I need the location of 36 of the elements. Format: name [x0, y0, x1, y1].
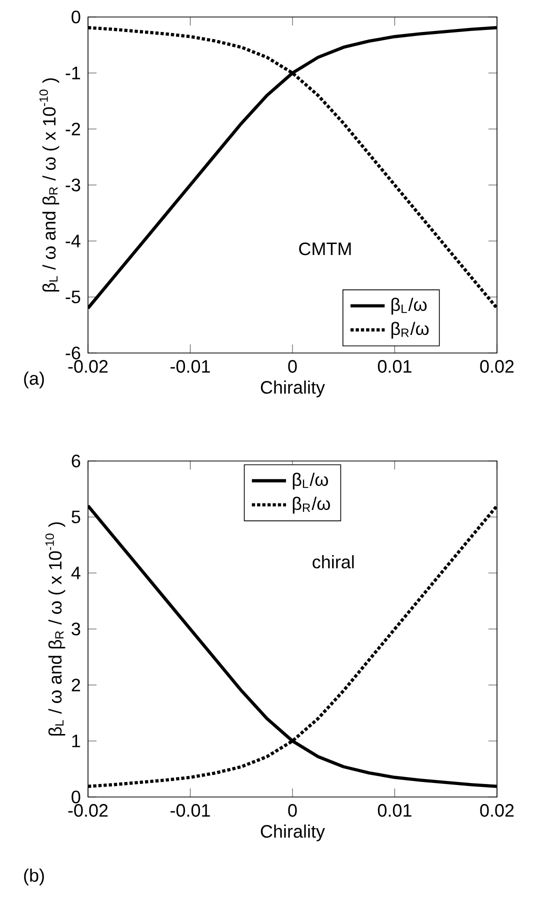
x-tick-label: -0.02: [68, 360, 108, 373]
x-tick-label: -0.02: [68, 804, 108, 817]
x-tick-label: 0.02: [480, 360, 514, 373]
y-tick-label: -5: [66, 290, 80, 304]
x-tick-label: -0.01: [170, 804, 210, 817]
x-tick-label: 0.01: [378, 804, 412, 817]
legend-label: β$_{R}$/ω: [292, 496, 330, 514]
y-tick-label: 1: [72, 734, 80, 748]
text: (b): [24, 868, 44, 886]
y-tick-label: 0: [72, 790, 80, 804]
annotation: chiral: [312, 555, 354, 568]
x-tick-label: 0.02: [480, 804, 514, 817]
y-axis-title: β$_{L}$ / ω and β$_{R}$ / ω ( x 10$^{-10}$ ): [39, 78, 60, 292]
y-tick-label: 0: [72, 10, 80, 24]
x-tick-label: -0.01: [170, 360, 210, 373]
legend-label: β$_{R}$/ω: [392, 322, 429, 339]
y-tick-label: -2: [66, 122, 80, 136]
x-axis-title: Chirality: [260, 380, 325, 398]
y-tick-label: 5: [72, 510, 80, 524]
x-tick-label: 0.01: [378, 360, 412, 373]
x-axis-title: Chirality: [260, 824, 325, 842]
y-tick-label: 4: [71, 566, 80, 580]
legend-label: β$_{L}$/ω: [392, 298, 427, 315]
x-tick-label: 0: [288, 804, 297, 817]
legend-label: β$_{L}$/ω: [292, 472, 328, 490]
y-axis-title: β$_{L}$ / ω and β$_{R}$ / ω ( x 10$^{-10}$ ): [45, 522, 66, 736]
y-tick-label: -1: [66, 66, 80, 80]
y-tick-label: 2: [72, 678, 80, 692]
y-tick-label: -4: [66, 234, 80, 248]
y-tick-label: 6: [72, 454, 80, 468]
legend-title: CMTM: [299, 242, 351, 256]
y-tick-label: 3: [72, 622, 80, 636]
x-tick-label: 0: [288, 360, 297, 373]
y-tick-label: -6: [66, 346, 80, 360]
text: (a): [24, 372, 44, 388]
y-tick-label: -3: [66, 178, 80, 192]
